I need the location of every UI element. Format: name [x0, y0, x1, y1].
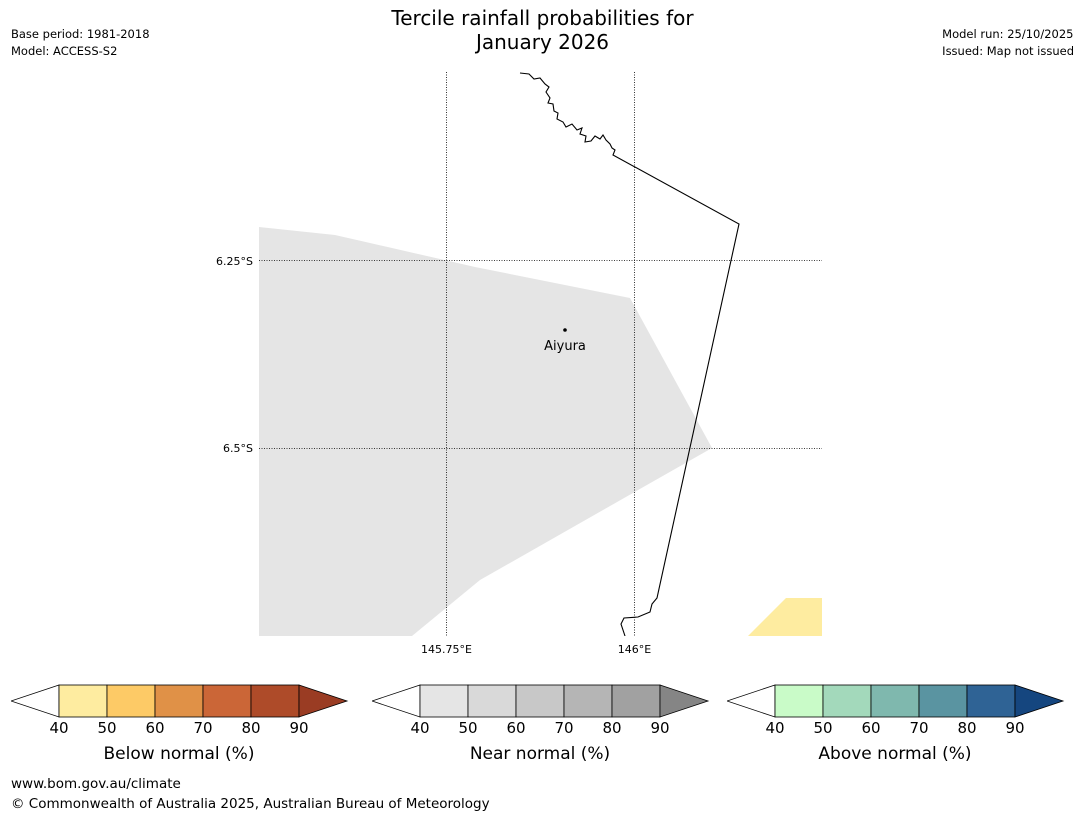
colorbar-tick-label: 70	[909, 719, 929, 737]
website-text: www.bom.gov.au/climate	[11, 776, 181, 792]
colorbar-tick-label: 60	[145, 719, 165, 737]
colorbar-segment	[918, 684, 968, 718]
model-info: Base period: 1981-2018 Model: ACCESS-S2	[11, 26, 150, 60]
colorbar-extend-high	[659, 684, 710, 718]
colorbar-tick-label: 40	[410, 719, 430, 737]
lon-label-145-75: 145.75°E	[421, 643, 472, 656]
colorbar-tick-label: 90	[289, 719, 309, 737]
lat-label-6-5: 6.5°S	[223, 442, 253, 455]
colorbar-segment	[58, 684, 108, 718]
above-normal-label: Above normal (%)	[818, 744, 972, 764]
colorbar-segment	[419, 684, 469, 718]
aiyura-marker	[563, 328, 567, 332]
colorbar-segment	[966, 684, 1016, 718]
below-normal-label: Below normal (%)	[103, 744, 255, 764]
aiyura-label: Aiyura	[544, 339, 586, 354]
colorbar-tick-label: 80	[602, 719, 622, 737]
colorbar-segment	[467, 684, 517, 718]
colorbar-extend-low	[372, 684, 421, 718]
colorbar-tick-label: 90	[650, 719, 670, 737]
colorbar-segment	[154, 684, 204, 718]
base-period-text: Base period: 1981-2018	[11, 27, 150, 41]
colorbar-extend-low	[11, 684, 60, 718]
colorbar-extend-low	[727, 684, 776, 718]
colorbar-segment	[250, 684, 300, 718]
map-title: Tercile rainfall probabilities for Janua…	[0, 6, 1085, 54]
model-run-text: Model run: 25/10/2025	[942, 27, 1074, 41]
model-text: Model: ACCESS-S2	[11, 44, 118, 58]
colorbar-tick-label: 80	[241, 719, 261, 737]
below-normal-region	[748, 598, 822, 636]
coastline	[519, 72, 740, 636]
colorbar-tick-label: 50	[97, 719, 117, 737]
colorbar-tick-label: 60	[861, 719, 881, 737]
colorbar-tick-label: 40	[49, 719, 69, 737]
near-normal-region	[259, 227, 712, 636]
title-line-1: Tercile rainfall probabilities for	[391, 6, 694, 30]
colorbar-segment	[774, 684, 824, 718]
run-info: Model run: 25/10/2025 Issued: Map not is…	[942, 26, 1074, 60]
copyright-text: © Commonwealth of Australia 2025, Austra…	[11, 796, 490, 812]
lon-label-146: 146°E	[618, 643, 651, 656]
footer: www.bom.gov.au/climate © Commonwealth of…	[11, 774, 490, 814]
colorbar-tick-label: 70	[554, 719, 574, 737]
colorbar-tick-label: 80	[957, 719, 977, 737]
issued-text: Issued: Map not issued	[942, 44, 1074, 58]
title-line-2: January 2026	[475, 30, 610, 54]
colorbar-extend-high	[1014, 684, 1065, 718]
colorbar-segment	[202, 684, 252, 718]
colorbar-segment	[870, 684, 920, 718]
colorbar-segment	[822, 684, 872, 718]
colorbar-extend-high	[298, 684, 349, 718]
colorbar-segment	[563, 684, 613, 718]
colorbar-tick-label: 70	[193, 719, 213, 737]
map-canvas: Aiyura 6.25°S 6.5°S 145.75°E 146°E	[216, 72, 822, 656]
colorbar-segment	[611, 684, 661, 718]
colorbar-segment	[515, 684, 565, 718]
colorbar-segment	[106, 684, 156, 718]
colorbar-tick-label: 50	[458, 719, 478, 737]
colorbar-tick-label: 60	[506, 719, 526, 737]
near-normal-label: Near normal (%)	[469, 744, 611, 764]
colorbar-tick-label: 90	[1005, 719, 1025, 737]
lat-label-6-25: 6.25°S	[216, 255, 253, 268]
colorbar-tick-label: 40	[765, 719, 785, 737]
colorbar-tick-label: 50	[813, 719, 833, 737]
